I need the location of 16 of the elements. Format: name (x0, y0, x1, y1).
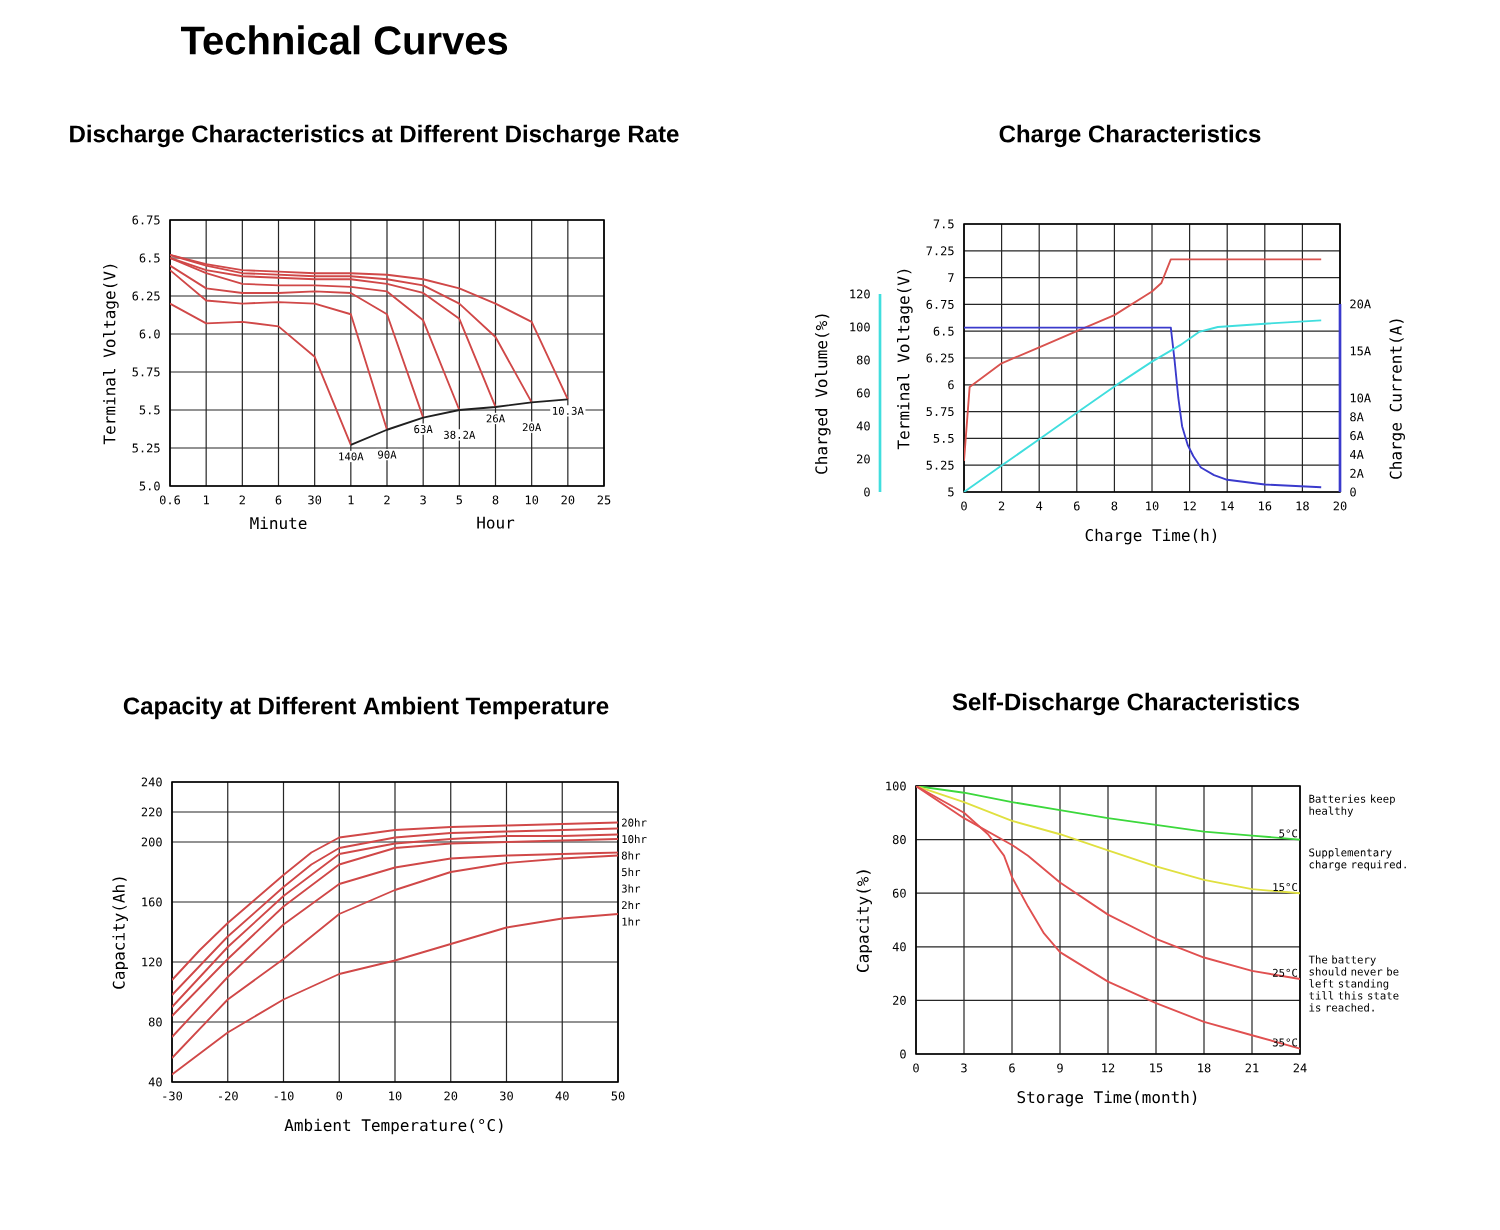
y-axis-title: Capacity(%) (856, 870, 872, 972)
chart-title: Charge Characteristics (999, 124, 1261, 148)
chart-title: Self-Discharge Characteristics (952, 692, 1300, 716)
y-axis-title: Terminal Voltage(V) (897, 269, 913, 450)
chart-title: Capacity at Different Ambient Temperature (123, 696, 609, 720)
y-axis-title: Capacity(Ah) (112, 877, 128, 989)
chart-title: Discharge Characteristics at Different Discharge Rate (70, 124, 679, 148)
y3-axis-title: Charged Volume(%) (814, 314, 831, 474)
text: Minute (250, 516, 307, 530)
x-axis-title: Charge Time(h) (1085, 528, 1217, 545)
text: Technical Curves (181, 25, 508, 55)
x-axis-title: Ambient Temperature(°C) (284, 1118, 503, 1135)
y-axis-title: Terminal Voltage(V) (103, 264, 119, 445)
y2-axis-title: Charge Current(A) (1389, 319, 1405, 479)
text: Hour (477, 516, 515, 529)
x-axis-title: Storage Time(month) (1017, 1090, 1197, 1107)
